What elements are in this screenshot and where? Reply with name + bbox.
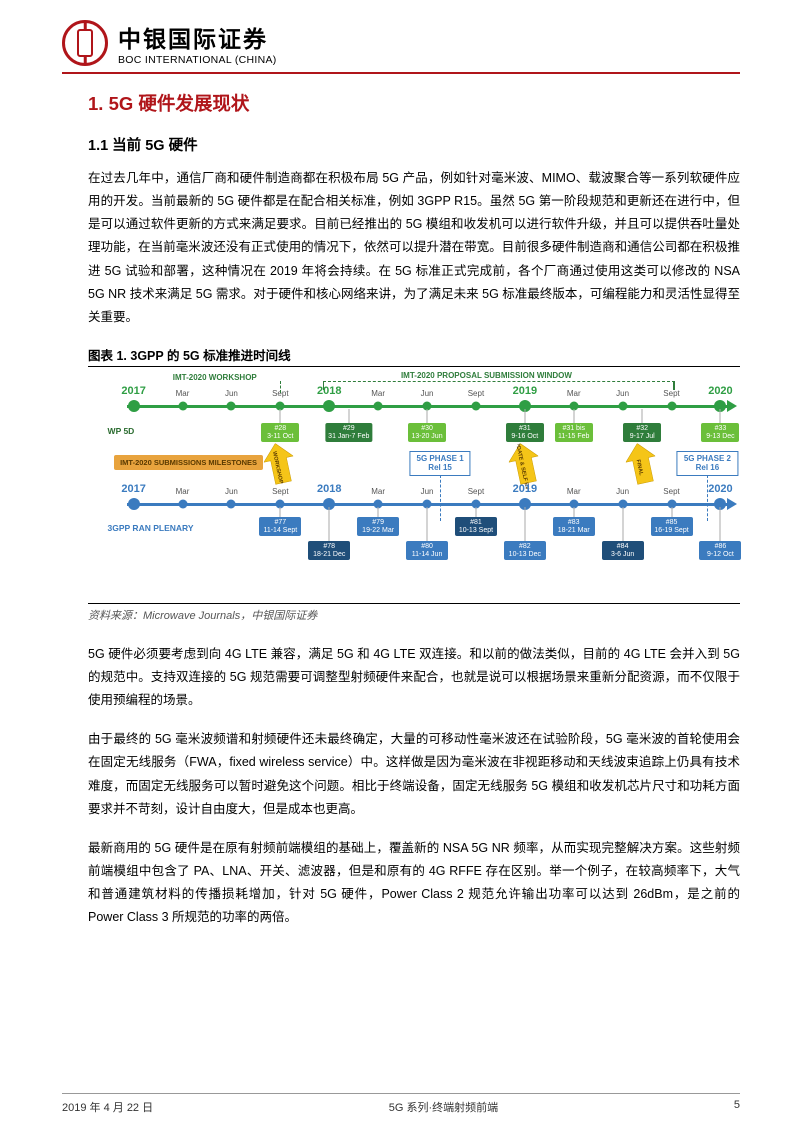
chart-1-source: 资料来源：Microwave Journals，中银国际证券 [88,603,740,623]
paragraph-1: 在过去几年中，通信厂商和硬件制造商都在积极布局 5G 产品，例如针对毫米波、MI… [88,167,740,329]
page-footer: 2019 年 4 月 22 日 5G 系列·终端射频前端 5 [62,1093,740,1115]
brand-header: 中银国际证券 BOC INTERNATIONAL (CHINA) [62,20,740,66]
brand-name-cn: 中银国际证券 [118,20,277,54]
footer-center: 5G 系列·终端射频前端 [389,1099,498,1115]
chart-1-title: 图表 1. 3GPP 的 5G 标准推进时间线 [88,345,740,364]
brand-name-en: BOC INTERNATIONAL (CHINA) [118,54,277,66]
chart-1-title-underline [88,366,740,367]
header-divider [62,72,740,74]
brand-logo [62,20,108,66]
chart-1-timeline: 2017201820192020MarJunSeptMarJunSeptMarJ… [88,373,740,603]
section-heading-1: 1. 5G 硬件发展现状 [88,90,740,116]
footer-page: 5 [734,1099,740,1115]
paragraph-3: 由于最终的 5G 毫米波频谱和射频硬件还未最终确定，大量的可移动性毫米波还在试验… [88,728,740,821]
paragraph-2: 5G 硬件必须要考虑到向 4G LTE 兼容，满足 5G 和 4G LTE 双连… [88,643,740,712]
paragraph-4: 最新商用的 5G 硬件是在原有射频前端模组的基础上，覆盖新的 NSA 5G NR… [88,837,740,930]
section-heading-1-1: 1.1 当前 5G 硬件 [88,134,740,155]
footer-date: 2019 年 4 月 22 日 [62,1099,153,1115]
